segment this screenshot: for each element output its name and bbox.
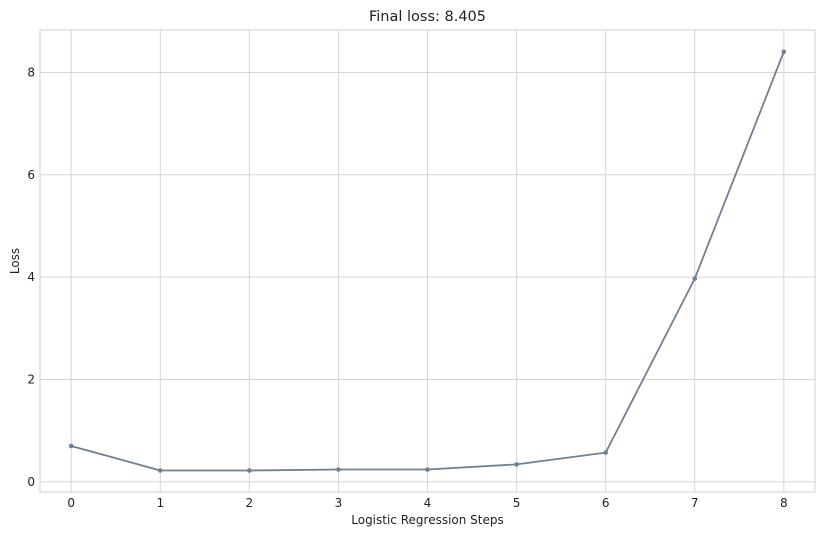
data-point bbox=[425, 467, 430, 472]
x-tick-label: 1 bbox=[156, 496, 164, 510]
chart-title: Final loss: 8.405 bbox=[369, 9, 486, 25]
x-tick-label: 0 bbox=[67, 496, 75, 510]
grid-lines bbox=[40, 30, 815, 492]
y-tick-label: 4 bbox=[27, 270, 35, 284]
data-point bbox=[157, 468, 163, 473]
data-point bbox=[692, 276, 698, 281]
x-axis-label: Logistic Regression Steps bbox=[351, 513, 504, 527]
x-tick-label: 2 bbox=[246, 496, 254, 510]
data-point bbox=[336, 467, 341, 472]
data-point bbox=[68, 443, 74, 449]
series-group bbox=[68, 49, 787, 473]
data-point bbox=[514, 462, 519, 467]
x-tick-label: 8 bbox=[780, 496, 788, 510]
data-point bbox=[247, 468, 252, 473]
y-tick-label: 2 bbox=[27, 372, 35, 386]
tick-labels: 0 1 2 3 4 5 6 7 8 0 2 4 6 8 bbox=[27, 65, 787, 510]
x-tick-label: 3 bbox=[335, 496, 343, 510]
data-point bbox=[603, 450, 608, 455]
plot-frame bbox=[39, 29, 816, 493]
y-tick-label: 8 bbox=[27, 65, 35, 79]
y-tick-label: 0 bbox=[27, 475, 35, 489]
data-point bbox=[781, 49, 787, 55]
x-tick-label: 5 bbox=[513, 496, 521, 510]
x-tick-label: 7 bbox=[691, 496, 699, 510]
x-tick-label: 6 bbox=[602, 496, 610, 510]
y-axis-label: Loss bbox=[8, 248, 22, 274]
y-tick-label: 6 bbox=[27, 168, 35, 182]
x-tick-label: 4 bbox=[424, 496, 432, 510]
